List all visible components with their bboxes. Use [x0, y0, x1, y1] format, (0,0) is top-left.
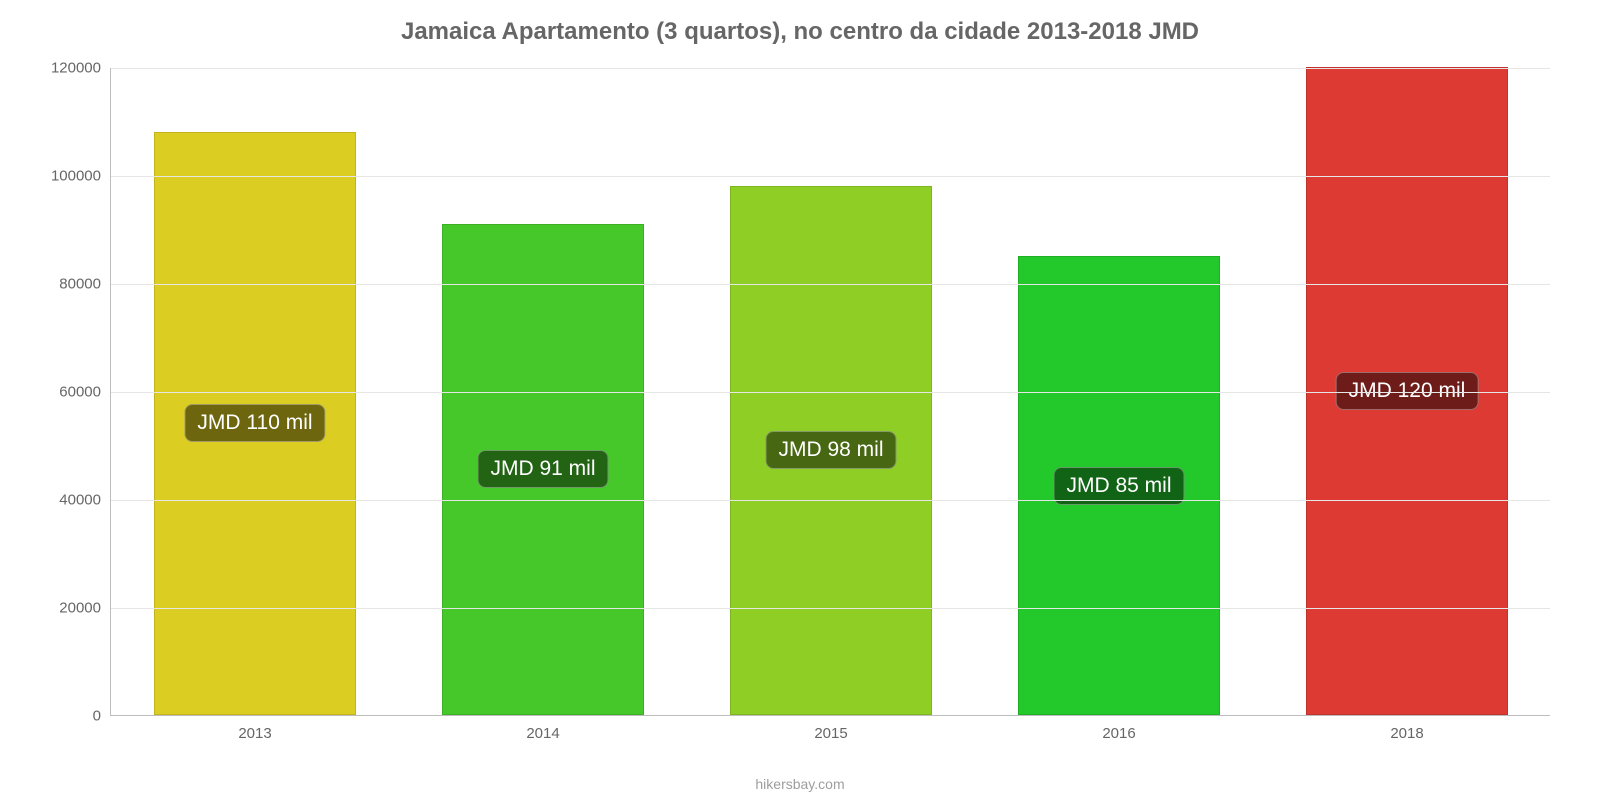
plot-area: JMD 110 mil JMD 91 mil JMD 98 mil JMD 85 mi…: [110, 68, 1550, 716]
x-tick-label: 2015: [814, 725, 847, 742]
y-tick-label: 40000: [59, 492, 101, 509]
bar-value-label: JMD 98 mil: [765, 431, 896, 469]
bar: JMD 120 mil: [1306, 67, 1508, 715]
bar-value-label: JMD 120 mil: [1336, 372, 1479, 410]
y-tick-label: 120000: [51, 60, 101, 77]
bar: JMD 85 mil: [1018, 256, 1220, 715]
x-tick-label: 2013: [238, 725, 271, 742]
chart-source: hikersbay.com: [755, 776, 844, 792]
gridline: [111, 608, 1550, 609]
y-tick-label: 60000: [59, 384, 101, 401]
gridline: [111, 500, 1550, 501]
y-tick-label: 20000: [59, 600, 101, 617]
gridline: [111, 176, 1550, 177]
y-tick-label: 0: [93, 708, 101, 725]
bar-value-label: JMD 110 mil: [184, 404, 325, 442]
x-tick-label: 2016: [1102, 725, 1135, 742]
x-tick-label: 2018: [1390, 725, 1423, 742]
gridline: [111, 68, 1550, 69]
x-tick-label: 2014: [526, 725, 559, 742]
bar: JMD 98 mil: [730, 186, 932, 715]
bar: JMD 110 mil: [154, 132, 356, 715]
chart-title: Jamaica Apartamento (3 quartos), no cent…: [0, 0, 1600, 46]
gridline: [111, 284, 1550, 285]
bar: JMD 91 mil: [442, 224, 644, 715]
bar-value-label: JMD 91 mil: [477, 450, 608, 488]
bar-value-label: JMD 85 mil: [1053, 467, 1184, 505]
gridline: [111, 392, 1550, 393]
y-tick-label: 100000: [51, 168, 101, 185]
bar-chart: Jamaica Apartamento (3 quartos), no cent…: [0, 0, 1600, 800]
y-tick-label: 80000: [59, 276, 101, 293]
